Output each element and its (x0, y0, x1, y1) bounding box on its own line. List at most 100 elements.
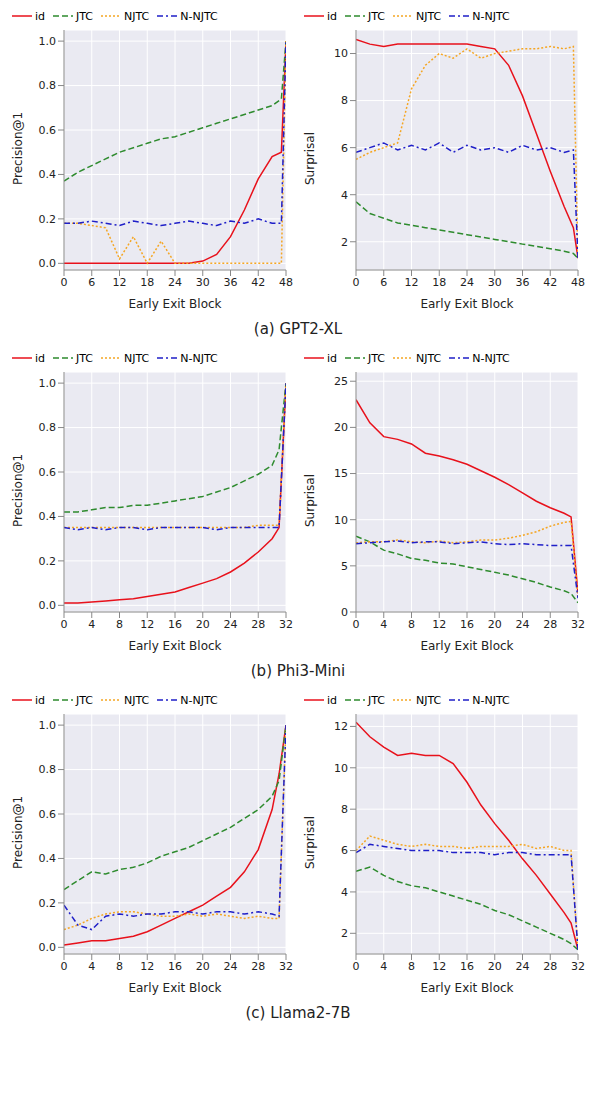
svg-text:2: 2 (341, 927, 348, 940)
svg-text:12: 12 (140, 960, 154, 973)
svg-text:0.2: 0.2 (39, 213, 57, 226)
svg-text:24: 24 (460, 276, 474, 289)
svg-text:0: 0 (353, 960, 360, 973)
svg-text:0.8: 0.8 (39, 79, 57, 92)
svg-text:Surprisal: Surprisal (303, 132, 317, 185)
svg-text:32: 32 (279, 960, 293, 973)
svg-text:8: 8 (116, 960, 123, 973)
svg-text:0: 0 (353, 276, 360, 289)
svg-text:20: 20 (488, 960, 502, 973)
svg-text:0: 0 (61, 276, 68, 289)
svg-text:0.0: 0.0 (39, 941, 57, 954)
svg-text:12: 12 (432, 618, 446, 631)
svg-text:6: 6 (341, 142, 348, 155)
svg-text:24: 24 (516, 960, 530, 973)
svg-text:Early Exit Block: Early Exit Block (420, 297, 513, 311)
svg-text:Early Exit Block: Early Exit Block (128, 981, 221, 995)
svg-text:4: 4 (341, 189, 348, 202)
svg-text:25: 25 (334, 375, 348, 388)
svg-text:42: 42 (251, 276, 265, 289)
svg-text:12: 12 (140, 618, 154, 631)
svg-text:0: 0 (353, 618, 360, 631)
svg-text:1.0: 1.0 (39, 719, 57, 732)
svg-text:32: 32 (279, 618, 293, 631)
svg-text:12: 12 (405, 276, 419, 289)
svg-text:Early Exit Block: Early Exit Block (420, 981, 513, 995)
svg-text:0.8: 0.8 (39, 763, 57, 776)
svg-text:Early Exit Block: Early Exit Block (128, 297, 221, 311)
svg-text:30: 30 (488, 276, 502, 289)
svg-text:0: 0 (61, 618, 68, 631)
svg-text:16: 16 (168, 618, 182, 631)
svg-text:20: 20 (196, 960, 210, 973)
svg-text:18: 18 (140, 276, 154, 289)
svg-text:18: 18 (432, 276, 446, 289)
svg-text:Surprisal: Surprisal (303, 816, 317, 869)
svg-text:10: 10 (334, 514, 348, 527)
svg-text:16: 16 (460, 960, 474, 973)
svg-text:48: 48 (571, 276, 585, 289)
svg-text:5: 5 (341, 560, 348, 573)
svg-text:24: 24 (224, 618, 238, 631)
svg-text:1.0: 1.0 (39, 35, 57, 48)
svg-text:20: 20 (196, 618, 210, 631)
svg-text:28: 28 (543, 618, 557, 631)
svg-text:10: 10 (334, 762, 348, 775)
svg-text:36: 36 (516, 276, 530, 289)
svg-text:15: 15 (334, 467, 348, 480)
svg-text:8: 8 (116, 618, 123, 631)
svg-text:0.4: 0.4 (39, 852, 57, 865)
svg-text:20: 20 (488, 618, 502, 631)
svg-text:0.6: 0.6 (39, 466, 57, 479)
svg-text:36: 36 (224, 276, 238, 289)
svg-text:6: 6 (380, 276, 387, 289)
svg-text:16: 16 (168, 960, 182, 973)
svg-text:0.2: 0.2 (39, 555, 57, 568)
svg-text:8: 8 (341, 94, 348, 107)
svg-text:0.0: 0.0 (39, 599, 57, 612)
svg-text:0: 0 (61, 960, 68, 973)
svg-text:0.8: 0.8 (39, 421, 57, 434)
svg-text:0.4: 0.4 (39, 510, 57, 523)
svg-text:24: 24 (224, 960, 238, 973)
svg-text:28: 28 (251, 960, 265, 973)
svg-text:6: 6 (341, 844, 348, 857)
svg-text:Early Exit Block: Early Exit Block (128, 639, 221, 653)
svg-text:8: 8 (408, 618, 415, 631)
svg-text:4: 4 (88, 960, 95, 973)
svg-text:32: 32 (571, 960, 585, 973)
svg-text:28: 28 (251, 618, 265, 631)
svg-text:32: 32 (571, 618, 585, 631)
svg-text:12: 12 (334, 720, 348, 733)
svg-text:12: 12 (113, 276, 127, 289)
svg-text:0.2: 0.2 (39, 897, 57, 910)
svg-text:Precision@1: Precision@1 (11, 796, 25, 869)
svg-text:4: 4 (341, 886, 348, 899)
svg-text:28: 28 (543, 960, 557, 973)
svg-text:12: 12 (432, 960, 446, 973)
svg-text:Surprisal: Surprisal (303, 474, 317, 527)
svg-text:10: 10 (334, 47, 348, 60)
svg-text:2: 2 (341, 236, 348, 249)
svg-text:0.6: 0.6 (39, 124, 57, 137)
svg-text:24: 24 (516, 618, 530, 631)
svg-text:0: 0 (341, 606, 348, 619)
svg-text:30: 30 (196, 276, 210, 289)
svg-text:Early Exit Block: Early Exit Block (420, 639, 513, 653)
svg-text:4: 4 (380, 960, 387, 973)
svg-text:Precision@1: Precision@1 (11, 112, 25, 185)
svg-text:Precision@1: Precision@1 (11, 454, 25, 527)
svg-text:4: 4 (380, 618, 387, 631)
svg-text:0.4: 0.4 (39, 168, 57, 181)
svg-text:8: 8 (341, 803, 348, 816)
svg-text:4: 4 (88, 618, 95, 631)
svg-text:6: 6 (88, 276, 95, 289)
svg-text:8: 8 (408, 960, 415, 973)
svg-text:0.0: 0.0 (39, 257, 57, 270)
svg-text:42: 42 (543, 276, 557, 289)
svg-text:48: 48 (279, 276, 293, 289)
svg-text:0.6: 0.6 (39, 808, 57, 821)
svg-text:1.0: 1.0 (39, 377, 57, 390)
svg-text:20: 20 (334, 421, 348, 434)
svg-text:16: 16 (460, 618, 474, 631)
